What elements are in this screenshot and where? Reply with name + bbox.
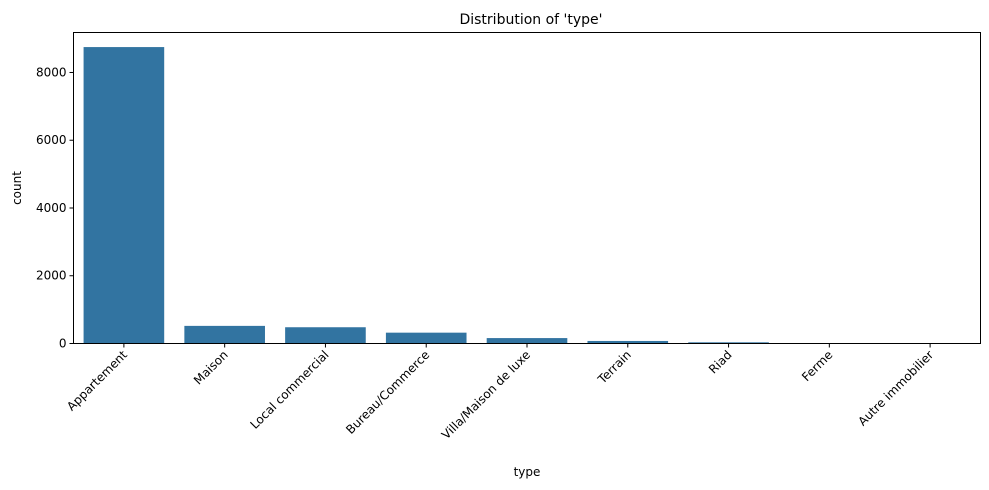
x-tick-label: Terrain xyxy=(595,348,634,387)
x-tick-label: Villa/Maison de luxe xyxy=(439,348,533,442)
x-tick-label: Bureau/Commerce xyxy=(343,348,432,437)
y-tick-label: 4000 xyxy=(36,201,67,215)
y-tick-label: 8000 xyxy=(36,65,67,79)
x-tick-label: Autre immobilier xyxy=(855,348,936,429)
x-tick-label: Maison xyxy=(191,348,231,388)
y-tick-label: 6000 xyxy=(36,133,67,147)
y-tick-label: 2000 xyxy=(36,269,67,283)
y-axis: 0 2000 4000 6000 8000 xyxy=(36,65,74,351)
y-axis-label: count xyxy=(10,171,24,205)
x-axis: Appartement Maison Local commercial Bureau/… xyxy=(64,343,936,442)
chart-title: Distribution of 'type' xyxy=(459,12,602,28)
x-tick-label: Riad xyxy=(706,348,735,377)
x-tick-label: Local commercial xyxy=(247,348,331,432)
bar-local-commercial xyxy=(285,327,366,344)
bar-maison xyxy=(184,325,265,344)
x-tick-label: Ferme xyxy=(799,348,835,384)
x-axis-label: type xyxy=(514,465,541,479)
bar-terrain xyxy=(587,340,669,344)
bar-bureau-commerce xyxy=(385,332,467,344)
bar-appartement xyxy=(83,47,165,344)
plot-area xyxy=(83,47,971,344)
plot-frame xyxy=(73,32,981,344)
y-tick-label: 0 xyxy=(59,337,67,351)
bar-villa-maison-de-luxe xyxy=(486,338,568,344)
x-tick-label: Appartement xyxy=(64,348,130,414)
bar-riad xyxy=(688,342,769,344)
